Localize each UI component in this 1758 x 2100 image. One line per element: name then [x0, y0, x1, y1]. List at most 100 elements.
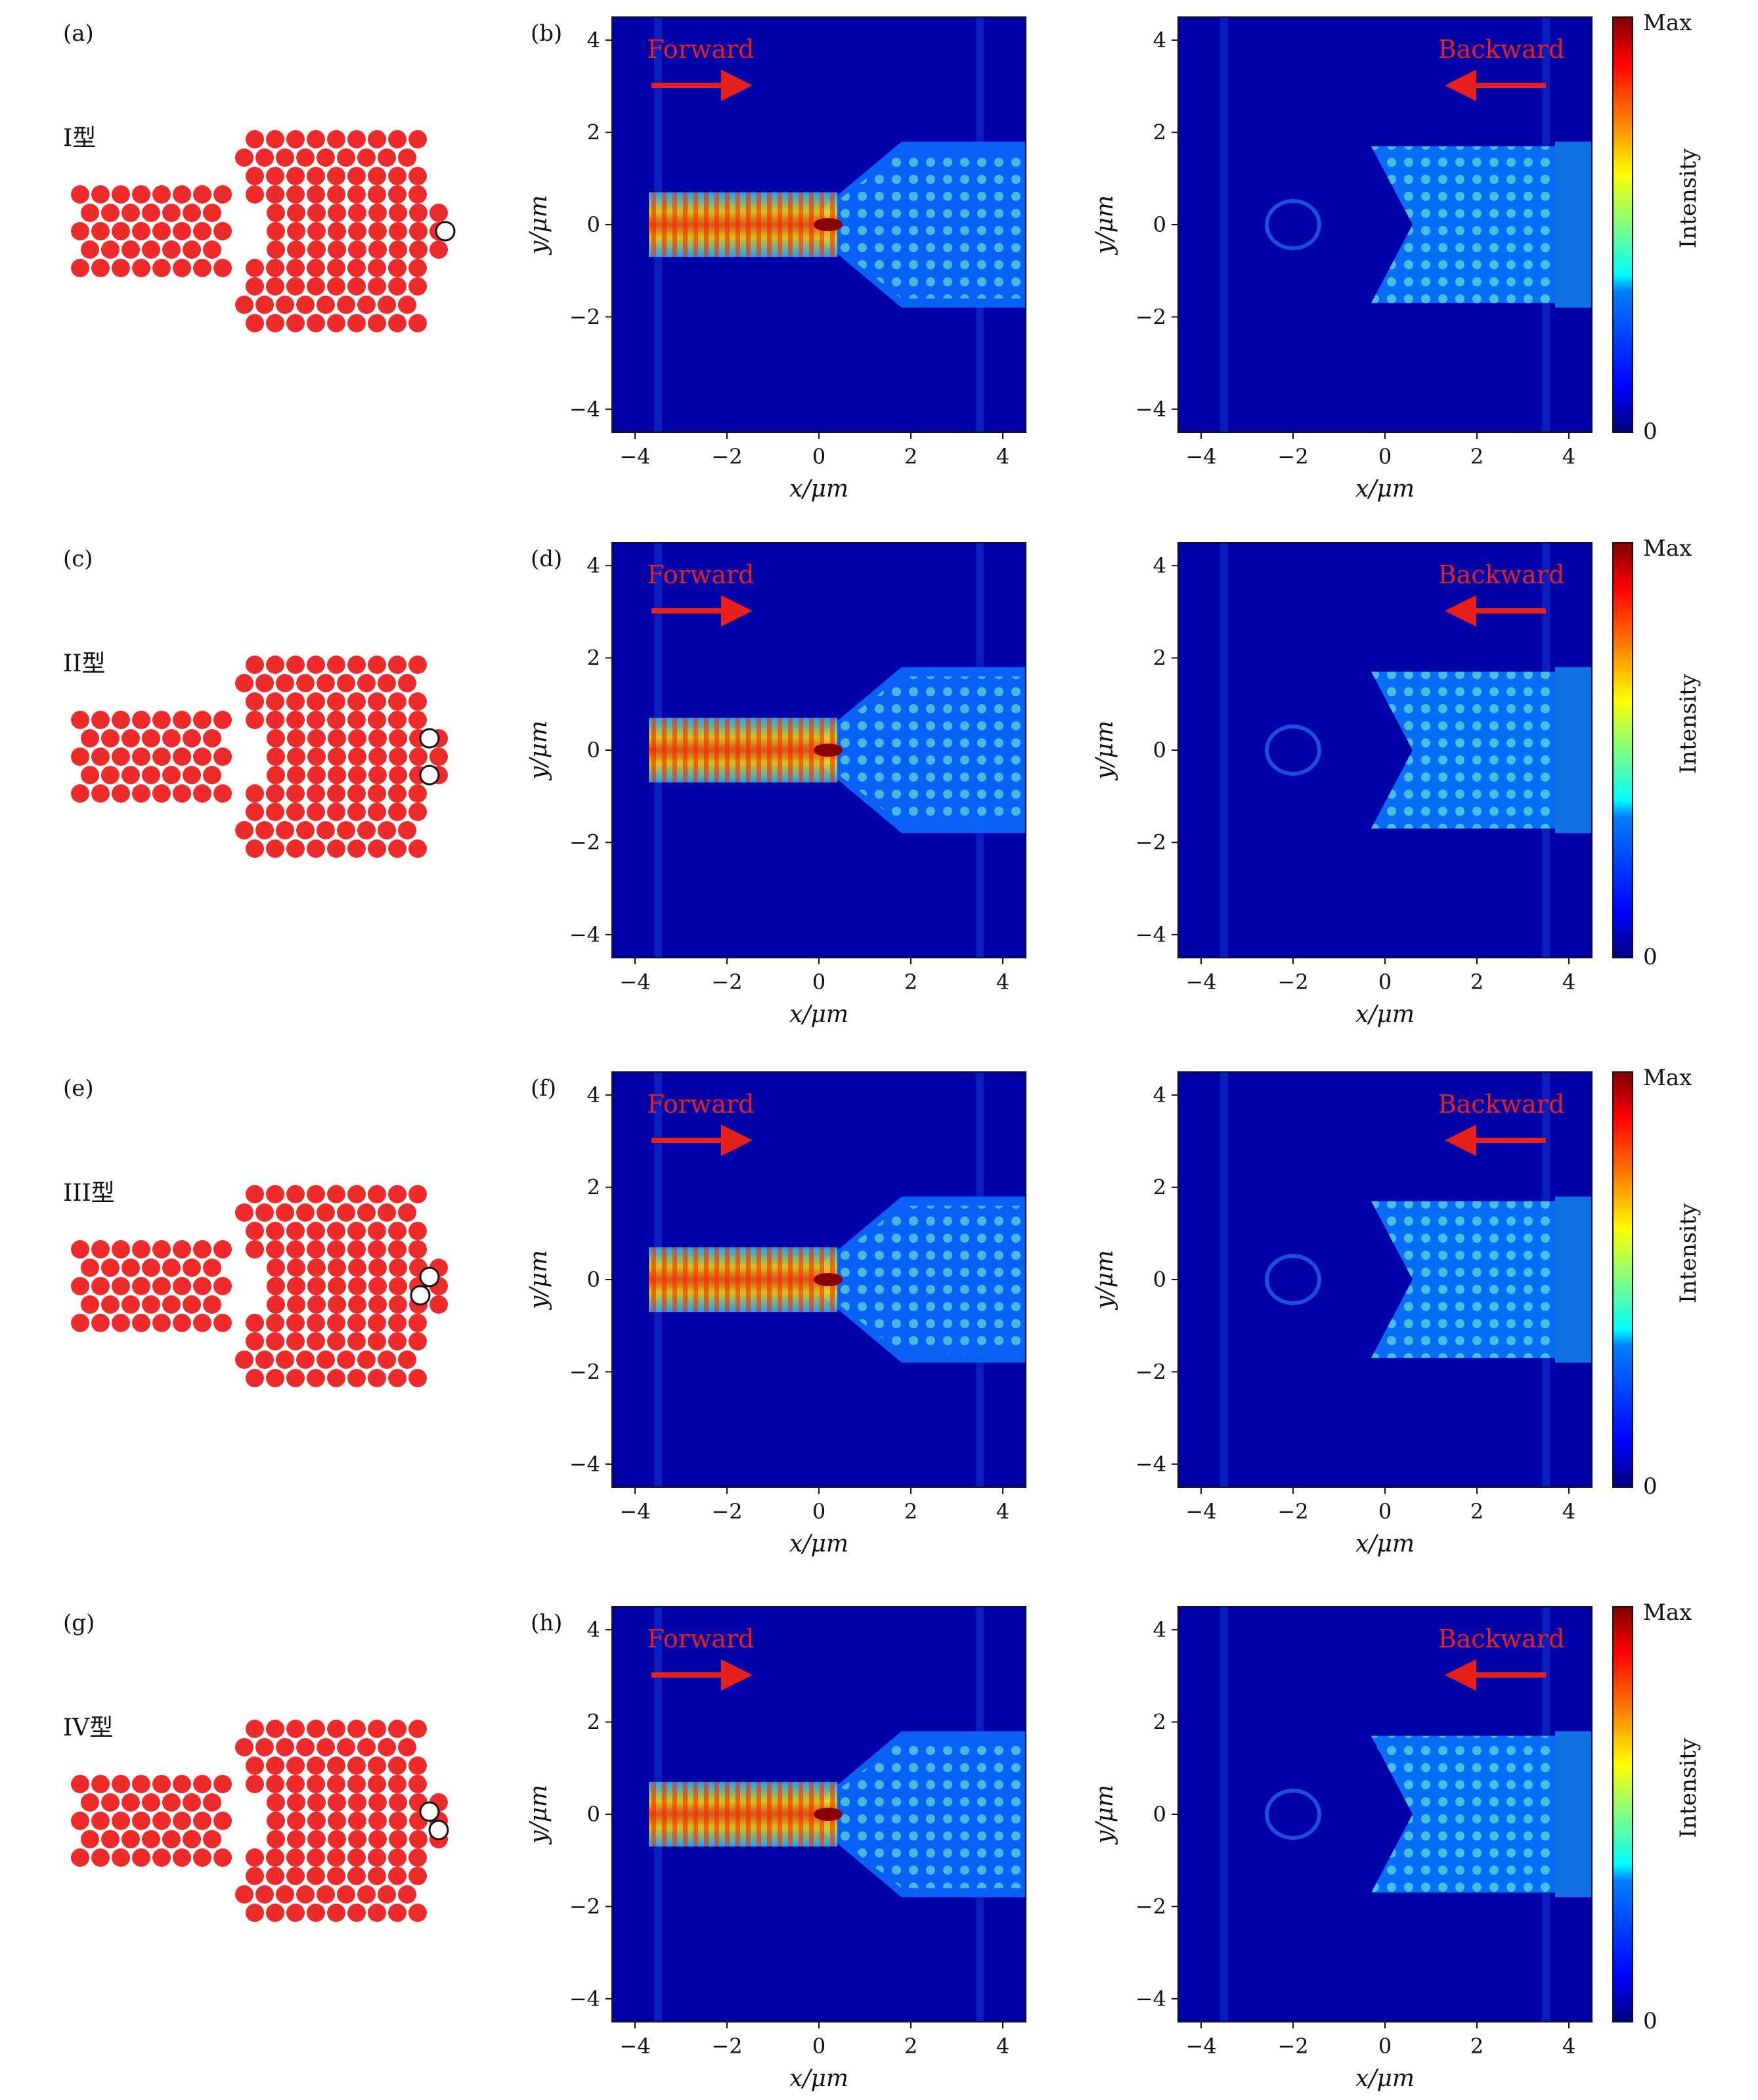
rod: [101, 1295, 120, 1314]
rod: [266, 656, 284, 674]
rod: [235, 1885, 253, 1904]
x-axis-label: x/μm: [1355, 476, 1415, 503]
rod: [246, 1240, 264, 1259]
rod: [347, 1904, 366, 1922]
rod: [348, 766, 366, 784]
rod: [307, 729, 326, 748]
direction-label: Forward: [647, 1624, 754, 1653]
rod: [286, 185, 305, 204]
rod: [328, 1259, 346, 1277]
rod: [408, 1314, 427, 1332]
rod: [112, 1775, 130, 1793]
rod: [183, 204, 201, 222]
rod: [266, 1720, 284, 1738]
rod: [101, 240, 120, 259]
rod: [112, 222, 130, 240]
rod: [287, 748, 305, 766]
rod: [255, 674, 274, 692]
rod: [317, 674, 335, 692]
rod: [347, 1240, 366, 1259]
x-tick-label: 4: [1562, 2034, 1575, 2059]
colorbar-title: Intensity: [1675, 148, 1702, 248]
rod: [368, 1240, 386, 1259]
rod: [173, 784, 191, 803]
rod: [193, 222, 211, 240]
rod: [368, 277, 386, 296]
rod: [389, 1259, 407, 1277]
rod: [266, 1904, 284, 1922]
photonic-crystal-structure: [71, 656, 448, 858]
rod: [287, 222, 305, 240]
rod: [307, 1830, 326, 1848]
rod: [91, 748, 110, 766]
x-tick-label: −4: [619, 970, 650, 994]
rod: [121, 766, 140, 784]
rod: [152, 1277, 171, 1295]
rod: [246, 1369, 264, 1387]
rod: [112, 1848, 130, 1867]
rod: [183, 729, 201, 748]
rod: [267, 766, 285, 784]
rod: [317, 1885, 335, 1904]
rod: [388, 1240, 407, 1259]
forward-intensity-map: −4 −2 0 2 4 4 2 0 −2 −4 x/μm y/μm Forward: [525, 1606, 1026, 2092]
crystal-pattern: [1371, 1735, 1555, 1893]
rod: [235, 1351, 253, 1369]
rod: [193, 1314, 211, 1332]
rod: [71, 222, 89, 240]
rod: [246, 656, 264, 674]
rod: [246, 839, 264, 858]
y-tick-label: 4: [1153, 28, 1166, 53]
rod: [132, 1812, 150, 1830]
rod: [91, 1277, 110, 1295]
panel-label: (e): [63, 1075, 94, 1102]
rod: [408, 277, 427, 296]
backward-intensity-map: −4 −2 0 2 4 4 2 0 −2 −4 x/μm y/μm Backward: [1091, 1071, 1593, 1557]
rod: [152, 1848, 171, 1867]
x-tick-label: 2: [904, 444, 917, 469]
rod: [276, 1351, 294, 1369]
rod: [388, 656, 407, 674]
x-tick-label: −2: [711, 1499, 742, 1524]
rod: [203, 1793, 221, 1812]
rod: [255, 148, 274, 167]
rod: [142, 1830, 160, 1848]
rod: [142, 766, 160, 784]
rod: [213, 1848, 232, 1867]
rod: [276, 674, 294, 692]
rod: [389, 1277, 407, 1295]
rod: [112, 185, 130, 204]
rod: [368, 1775, 386, 1793]
rod: [132, 1277, 150, 1295]
rod: [388, 277, 407, 296]
rod: [408, 1369, 427, 1387]
rod: [267, 1812, 285, 1830]
rod: [408, 711, 427, 729]
rod: [286, 1720, 305, 1738]
rod: [203, 766, 221, 784]
x-axis-label: x/μm: [789, 2065, 848, 2092]
rod: [348, 240, 366, 259]
direction-label: Backward: [1438, 1090, 1565, 1119]
y-tick-label: −2: [569, 1359, 600, 1384]
x-tick-label: −2: [1277, 970, 1308, 994]
y-tick-label: 4: [587, 28, 600, 53]
y-tick-label: 0: [1153, 1802, 1166, 1827]
rod: [368, 1185, 386, 1203]
rod: [429, 748, 448, 766]
rod: [112, 748, 130, 766]
rod: [266, 1756, 284, 1775]
rod: [348, 1259, 366, 1277]
rod: [152, 259, 171, 277]
y-tick-label: −4: [1135, 1452, 1166, 1477]
rod: [378, 1885, 396, 1904]
rod: [317, 1738, 335, 1756]
rod: [357, 1203, 376, 1222]
rod: [276, 296, 294, 314]
rod: [266, 692, 284, 711]
rod: [255, 1203, 274, 1222]
rod: [91, 1775, 110, 1793]
rod: [173, 711, 191, 729]
rod: [162, 1793, 181, 1812]
rod: [327, 1756, 345, 1775]
